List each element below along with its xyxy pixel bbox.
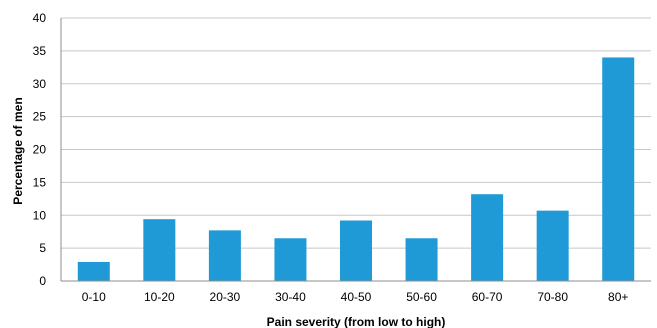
x-tick-label: 20-30 — [210, 290, 241, 304]
y-tick-label: 25 — [33, 110, 47, 124]
y-tick-label: 35 — [33, 44, 47, 58]
bars — [77, 57, 635, 282]
x-tick-label: 40-50 — [341, 290, 372, 304]
bar — [208, 230, 241, 281]
bar — [602, 57, 635, 282]
x-axis-title: Pain severity (from low to high) — [267, 315, 446, 328]
y-tick-label: 5 — [39, 241, 46, 255]
bar — [77, 261, 110, 281]
x-tick-label: 30-40 — [275, 290, 306, 304]
y-tick-label: 40 — [33, 11, 47, 25]
y-tick-label: 15 — [33, 175, 47, 189]
x-tick-label: 50-60 — [406, 290, 437, 304]
y-tick-label: 10 — [33, 208, 47, 222]
x-tick-label: 60-70 — [472, 290, 503, 304]
y-tick-label: 20 — [33, 143, 47, 157]
y-axis-title: Percentage of men — [11, 97, 25, 204]
bar — [471, 194, 504, 281]
gridlines — [61, 17, 651, 249]
x-tick-label: 10-20 — [144, 290, 175, 304]
bar — [536, 210, 569, 281]
y-tick-label: 0 — [39, 274, 46, 288]
bar — [274, 238, 307, 281]
x-tick-labels: 0-10 10-20 20-30 30-40 40-50 50-60 60-70 70-80 8… — [82, 290, 629, 304]
x-tick-label: 0-10 — [82, 290, 106, 304]
y-tick-label: 30 — [33, 77, 47, 91]
bar — [405, 238, 438, 281]
bar — [143, 219, 176, 281]
x-tick-label: 80+ — [608, 290, 628, 304]
x-tick-label: 70-80 — [537, 290, 568, 304]
bar — [340, 220, 372, 281]
y-tick-labels: 0 5 10 15 20 25 30 35 40 — [33, 11, 47, 288]
